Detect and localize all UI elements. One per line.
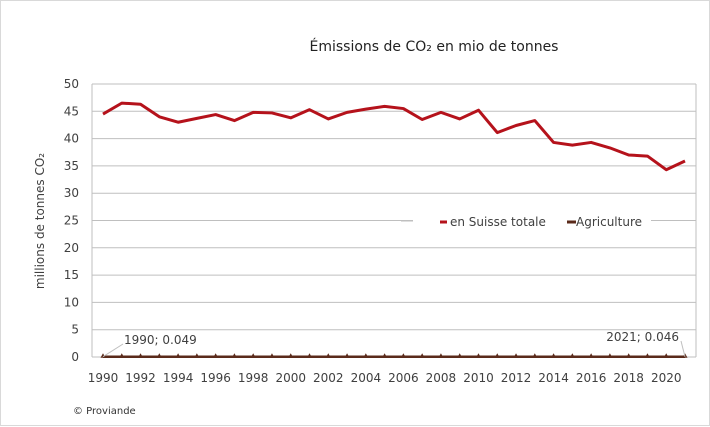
y-tick-label: 35 xyxy=(64,159,79,173)
chart-title: Émissions de CO₂ en mio de tonnes xyxy=(310,38,559,55)
copyright: © Proviande xyxy=(73,406,136,417)
y-tick-label: 5 xyxy=(71,323,79,337)
annotation-label: 1990; 0.049 xyxy=(124,333,197,347)
x-tick-label: 2002 xyxy=(313,371,344,385)
series-line-suisse-totale xyxy=(103,103,685,170)
x-tick-label: 1994 xyxy=(163,371,194,385)
y-tick-label: 10 xyxy=(64,295,79,309)
legend-label-agriculture: Agriculture xyxy=(576,215,642,229)
x-tick-label: 2012 xyxy=(501,371,532,385)
x-tick-label: 1998 xyxy=(238,371,269,385)
y-tick-label: 50 xyxy=(64,77,79,91)
x-tick-label: 2018 xyxy=(613,371,644,385)
legend-label-suisse-totale: en Suisse totale xyxy=(450,215,546,229)
y-tick-label: 30 xyxy=(64,186,79,200)
x-tick-label: 1992 xyxy=(125,371,156,385)
y-tick-label: 0 xyxy=(71,350,79,364)
y-tick-label: 40 xyxy=(64,132,79,146)
x-tick-label: 1990 xyxy=(88,371,119,385)
x-tick-label: 2014 xyxy=(538,371,569,385)
x-tick-label: 2020 xyxy=(651,371,682,385)
y-tick-label: 25 xyxy=(64,214,79,228)
annotation-leader xyxy=(103,344,123,357)
x-tick-label: 2000 xyxy=(275,371,306,385)
y-tick-label: 20 xyxy=(64,241,79,255)
x-tick-label: 2004 xyxy=(351,371,382,385)
x-tick-label: 2006 xyxy=(388,371,419,385)
y-tick-label: 45 xyxy=(64,104,79,118)
x-tick-label: 2010 xyxy=(463,371,494,385)
annotation-label: 2021; 0.046 xyxy=(606,330,679,344)
x-tick-label: 2008 xyxy=(426,371,457,385)
annotation-leader xyxy=(681,341,685,357)
y-axis-label: millions de tonnes CO₂ xyxy=(33,153,47,289)
x-tick-label: 1996 xyxy=(200,371,231,385)
x-tick-label: 2016 xyxy=(576,371,607,385)
y-tick-label: 15 xyxy=(64,268,79,282)
